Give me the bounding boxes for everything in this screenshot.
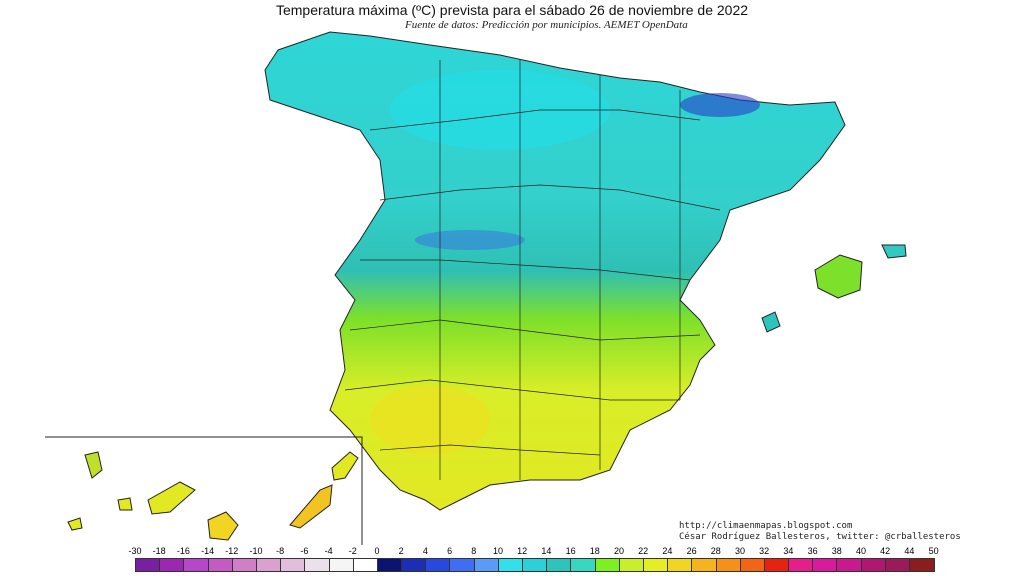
legend-swatch bbox=[885, 559, 910, 571]
legend-swatch bbox=[329, 559, 354, 571]
credits: http://climaenmapas.blogspot.com César R… bbox=[679, 521, 961, 543]
province-borders bbox=[344, 60, 721, 480]
legend-swatch bbox=[910, 559, 935, 571]
legend-swatch bbox=[184, 559, 209, 571]
legend-swatch bbox=[764, 559, 790, 571]
legend-tick-label: -30 bbox=[128, 546, 142, 556]
la-palma-shape bbox=[84, 451, 103, 479]
legend-tick-label: 8 bbox=[471, 546, 477, 556]
legend-tick-label: -4 bbox=[324, 546, 333, 556]
legend-tick-label: -18 bbox=[152, 546, 166, 556]
northern-cool-zone bbox=[390, 70, 610, 150]
legend-tick-label: 10 bbox=[492, 546, 504, 556]
tenerife-shape bbox=[147, 481, 196, 515]
legend-tick-label: 38 bbox=[831, 546, 842, 556]
legend-swatch bbox=[643, 559, 669, 571]
legend-swatch bbox=[716, 559, 741, 571]
pyrenees-cold-zone bbox=[680, 93, 760, 117]
legend-tick-label: -16 bbox=[176, 546, 190, 556]
legend-swatch bbox=[619, 559, 644, 571]
legend-swatch bbox=[305, 559, 330, 571]
legend-tick-label: 28 bbox=[710, 546, 721, 556]
legend-swatch bbox=[256, 559, 282, 571]
legend-swatch bbox=[426, 559, 451, 571]
map-subtitle: Fuente de datos: Predicción por municipi… bbox=[405, 19, 688, 31]
legend-tick-label: 12 bbox=[517, 546, 528, 556]
legend-tick-label: 34 bbox=[783, 546, 794, 556]
legend-tick-label: 26 bbox=[686, 546, 697, 556]
legend-swatch bbox=[668, 559, 693, 571]
legend-swatch bbox=[377, 559, 403, 571]
legend-swatch bbox=[523, 559, 548, 571]
gran-canaria-shape bbox=[207, 511, 239, 541]
legend-swatch bbox=[160, 559, 185, 571]
legend-tick-label: 50 bbox=[928, 546, 939, 556]
legend-tick-label: 16 bbox=[565, 546, 576, 556]
legend-tick-label: 40 bbox=[855, 546, 867, 556]
legend-tick-label: 44 bbox=[904, 546, 915, 556]
credits-url[interactable]: http://climaenmapas.blogspot.com bbox=[679, 521, 853, 531]
legend-tick-label: 4 bbox=[422, 546, 428, 556]
legend-tick-label: 14 bbox=[541, 546, 552, 556]
legend-tick-label: -8 bbox=[276, 546, 285, 556]
canary-inset-frame bbox=[45, 436, 363, 545]
lanzarote-shape bbox=[331, 451, 359, 481]
legend-tick-label: 36 bbox=[807, 546, 818, 556]
map-title: Temperatura máxima (ºC) prevista para el… bbox=[275, 2, 749, 18]
legend-swatch bbox=[547, 559, 572, 571]
legend-swatch bbox=[571, 559, 596, 571]
legend-swatch bbox=[136, 559, 161, 571]
south-warm-zone bbox=[370, 385, 490, 455]
legend-swatch bbox=[789, 559, 814, 571]
central-system-cold-zone bbox=[415, 230, 525, 250]
fuerteventura-shape bbox=[289, 484, 333, 529]
legend-swatch bbox=[498, 559, 523, 571]
legend-swatch bbox=[402, 559, 427, 571]
mallorca-shape bbox=[814, 254, 863, 299]
legend-swatch bbox=[353, 559, 378, 571]
legend-swatch bbox=[208, 559, 233, 571]
menorca-shape bbox=[881, 244, 907, 259]
legend-swatch bbox=[281, 559, 306, 571]
legend-tick-label: 42 bbox=[880, 546, 891, 556]
legend-swatch bbox=[474, 559, 499, 571]
legend-tick-label: 6 bbox=[447, 546, 453, 556]
legend-tick-label: 24 bbox=[662, 546, 673, 556]
legend-swatch bbox=[450, 559, 475, 571]
legend-tick-label: 32 bbox=[759, 546, 770, 556]
legend-tick-label: 2 bbox=[398, 546, 404, 556]
ibiza-shape bbox=[761, 311, 781, 333]
legend-tick-labels: -30 -18 -16 -14 -12 -10 -8 -6 -4 -2 0 2 4 6 8 10 12 14 16 1… bbox=[0, 546, 1024, 558]
legend-swatch bbox=[813, 559, 838, 571]
legend-tick-label: 20 bbox=[613, 546, 625, 556]
legend-tick-label: -6 bbox=[300, 546, 309, 556]
legend-tick-label: 30 bbox=[734, 546, 746, 556]
legend-tick-label: -12 bbox=[225, 546, 239, 556]
legend-tick-label: 0 bbox=[374, 546, 380, 556]
legend-tick-label: 22 bbox=[638, 546, 649, 556]
legend-swatch bbox=[232, 559, 257, 571]
legend-color-scale bbox=[135, 558, 936, 572]
legend-tick-label: 18 bbox=[589, 546, 600, 556]
legend-swatch bbox=[595, 559, 620, 571]
legend-tick-label: -14 bbox=[201, 546, 215, 556]
legend-swatch bbox=[692, 559, 717, 571]
legend-swatch bbox=[740, 559, 765, 571]
legend-swatch bbox=[861, 559, 886, 571]
credits-author: César Rodríguez Ballesteros, twitter: @c… bbox=[679, 532, 961, 542]
legend-tick-label: -10 bbox=[249, 546, 263, 556]
legend-tick-label: -2 bbox=[348, 546, 357, 556]
el-hierro-shape bbox=[67, 517, 83, 531]
la-gomera-shape bbox=[117, 497, 133, 511]
legend-swatch bbox=[837, 559, 862, 571]
